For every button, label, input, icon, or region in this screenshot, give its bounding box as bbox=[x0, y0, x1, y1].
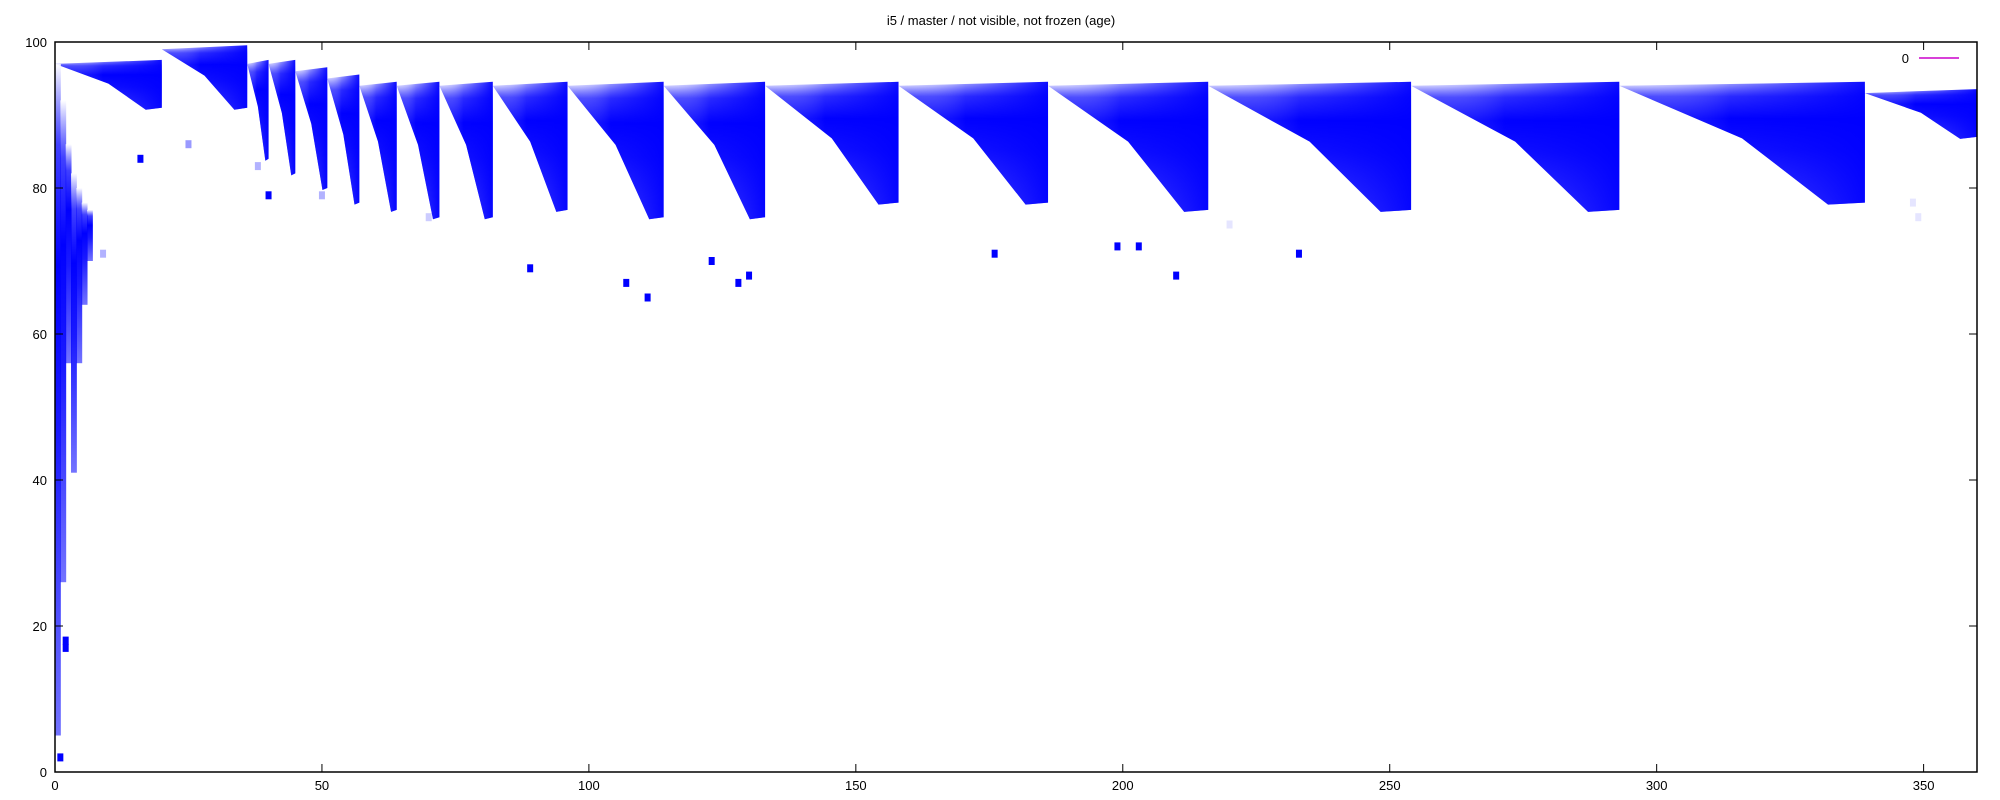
heat-column bbox=[76, 188, 83, 364]
heat-band-shade bbox=[359, 81, 397, 212]
heat-band-shade bbox=[295, 67, 328, 190]
x-tick-label: 250 bbox=[1379, 778, 1401, 793]
heat-column bbox=[60, 100, 67, 583]
heat-band-shade bbox=[898, 81, 1049, 205]
heat-cell bbox=[527, 264, 534, 273]
heat-cell bbox=[735, 278, 742, 287]
heat-band-shade bbox=[161, 45, 248, 110]
plot-frame bbox=[54, 41, 1978, 773]
heatmap-area bbox=[55, 45, 1977, 762]
heat-cell bbox=[644, 293, 651, 302]
heat-cell bbox=[425, 213, 432, 222]
x-tick-label: 100 bbox=[578, 778, 600, 793]
heat-cell bbox=[137, 154, 144, 163]
heat-column bbox=[71, 173, 77, 473]
heat-cell bbox=[1135, 242, 1142, 251]
heat-band-shade bbox=[1864, 89, 1977, 139]
heat-band-shade bbox=[1048, 81, 1209, 212]
heat-cell bbox=[254, 162, 261, 171]
heat-column bbox=[81, 202, 88, 305]
heat-band-shade bbox=[1619, 81, 1865, 205]
heat-cell bbox=[318, 191, 325, 200]
heat-cell bbox=[623, 278, 630, 287]
heat-band-shade bbox=[268, 59, 296, 176]
heat-cell bbox=[708, 257, 715, 265]
x-tick-label: 300 bbox=[1646, 778, 1668, 793]
heat-cell bbox=[746, 271, 753, 280]
x-tick-label: 150 bbox=[845, 778, 867, 793]
x-tick-label: 50 bbox=[315, 778, 329, 793]
y-tick-label: 80 bbox=[33, 181, 47, 196]
y-tick-label: 60 bbox=[33, 327, 47, 342]
heat-band-shade bbox=[1208, 81, 1412, 212]
heat-band-shade bbox=[327, 74, 360, 205]
heat-band-shade bbox=[765, 81, 899, 205]
heat-column bbox=[87, 209, 93, 261]
heat-cell bbox=[1295, 249, 1302, 258]
heat-cell bbox=[62, 636, 69, 645]
heat-band-shade bbox=[492, 81, 568, 212]
heat-cell bbox=[1909, 198, 1916, 207]
y-tick-label: 20 bbox=[33, 619, 47, 634]
heat-cell bbox=[57, 753, 64, 762]
axes: 0 50 100 150 200 250 300 350 0 20 40 60 80 100 0 bbox=[25, 35, 1978, 793]
heat-cell bbox=[62, 643, 69, 652]
y-tick-label: 40 bbox=[33, 473, 47, 488]
y-tick-label: 100 bbox=[25, 35, 47, 50]
heat-cell bbox=[1173, 271, 1180, 280]
heat-cell bbox=[265, 191, 272, 200]
heat-cell bbox=[991, 249, 998, 258]
heat-band-shade bbox=[247, 59, 269, 161]
heat-cell bbox=[1226, 220, 1233, 229]
legend-label: 0 bbox=[1902, 51, 1909, 66]
heat-column bbox=[65, 144, 72, 364]
x-tick-label: 350 bbox=[1913, 778, 1935, 793]
heat-band-shade bbox=[567, 81, 664, 220]
x-tick-label: 0 bbox=[51, 778, 58, 793]
heat-cell bbox=[1114, 242, 1121, 251]
heat-band-shade bbox=[55, 59, 162, 110]
heat-band-shade bbox=[396, 81, 440, 220]
heat-cell bbox=[100, 249, 107, 258]
heat-cell bbox=[185, 140, 192, 149]
chart-title: i5 / master / not visible, not frozen (a… bbox=[887, 13, 1115, 28]
y-tick-label: 0 bbox=[40, 765, 47, 780]
heat-band-shade bbox=[439, 81, 493, 220]
heat-cell bbox=[1915, 213, 1922, 222]
heat-band-shade bbox=[1411, 81, 1620, 212]
x-tick-label: 200 bbox=[1112, 778, 1134, 793]
heat-band-shade bbox=[663, 81, 766, 220]
heat-column bbox=[55, 63, 61, 736]
